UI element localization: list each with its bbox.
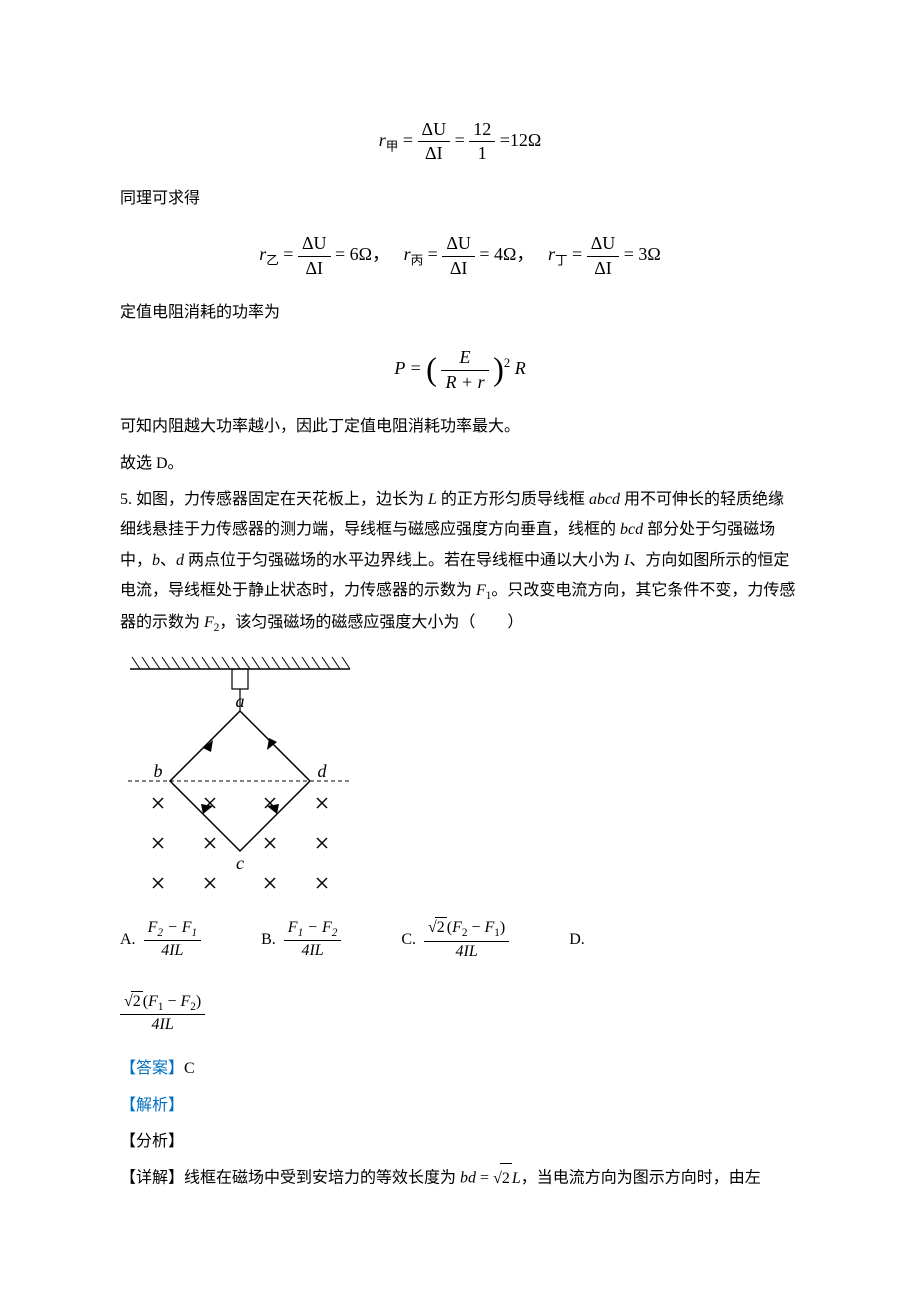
label-a: a <box>236 691 245 711</box>
detail-line: 【详解】线框在磁场中受到安培力的等效长度为 bd = √2L，当电流方向为图示方… <box>120 1163 800 1194</box>
option-c: C. √2(F2 − F1) 4IL <box>401 917 509 963</box>
equation-power: P = ( E R + r )2 R <box>120 346 800 394</box>
answer-options: A. F2 − F1 4IL B. F1 − F2 4IL C. √2(F2 −… <box>120 917 800 973</box>
text-conclusion: 可知内阻越大功率越小，因此丁定值电阻消耗功率最大。 <box>120 412 800 442</box>
eq1-result: =12Ω <box>500 130 542 150</box>
eq1-sub: 甲 <box>386 140 399 154</box>
text-choose-d: 故选 D。 <box>120 449 800 479</box>
equation-r-others: r乙 = ΔUΔI = 6Ω， r丙 = ΔUΔI = 4Ω， r丁 = ΔUΔ… <box>120 232 800 280</box>
label-d: d <box>318 761 328 781</box>
equation-r-jia: r甲 = ΔU ΔI = 12 1 =12Ω <box>120 118 800 166</box>
eq1-frac1: ΔU ΔI <box>418 118 451 166</box>
eq1-frac2: 12 1 <box>469 118 495 166</box>
option-d-label: D. <box>569 925 593 955</box>
option-d-expression: √2(F1 − F2) 4IL <box>120 991 800 1037</box>
label-b: b <box>154 761 163 781</box>
text-similarly: 同理可求得 <box>120 184 800 214</box>
question-5: 5. 如图，力传感器固定在天花板上，边长为 L 的正方形匀质导线框 abcd 用… <box>120 485 800 639</box>
answer-line: 【答案】C <box>120 1054 800 1084</box>
label-c: c <box>236 853 244 873</box>
analysis-tag: 【解析】 <box>120 1091 800 1121</box>
eq1-var: r <box>379 130 386 150</box>
option-b: B. F1 − F2 4IL <box>261 918 341 963</box>
option-a: A. F2 − F1 4IL <box>120 918 201 963</box>
circuit-diagram: a b c d <box>120 653 360 903</box>
analysis2-tag: 【分析】 <box>120 1127 800 1157</box>
text-power: 定值电阻消耗的功率为 <box>120 298 800 328</box>
